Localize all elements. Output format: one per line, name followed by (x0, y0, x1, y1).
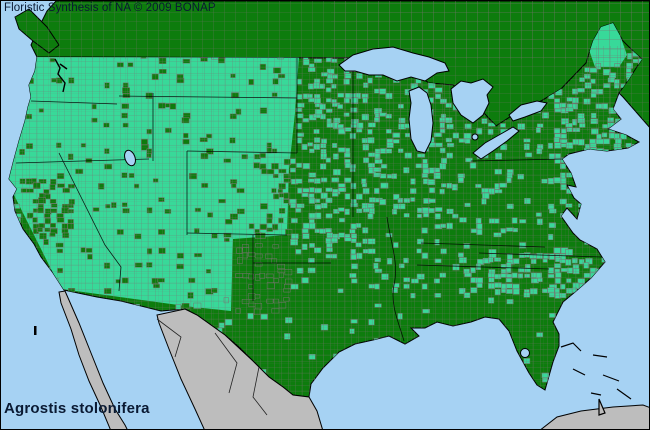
lake-erie (472, 126, 520, 160)
great-lakes (124, 46, 548, 358)
lake-okeechobee (520, 348, 530, 358)
great-salt-lake (124, 149, 136, 167)
bahamas-islands (560, 342, 632, 416)
lake-superior (338, 46, 450, 82)
lake-ontario (508, 100, 548, 122)
species-name-label: Agrostis stolonifera (4, 400, 150, 417)
lake-st-clair (471, 133, 479, 141)
lake-michigan (408, 86, 434, 154)
mexico-state-lines (156, 318, 268, 416)
mexico-mainland (156, 308, 323, 429)
map-title: Floristic Synthesis of NA © 2009 BONAP (4, 2, 216, 14)
lake-huron (450, 78, 494, 124)
puget-sound (54, 58, 68, 93)
state-boundaries (15, 58, 602, 342)
baja-california (58, 290, 128, 429)
cuba (540, 404, 649, 429)
guadalupe-island-mark (34, 326, 37, 335)
